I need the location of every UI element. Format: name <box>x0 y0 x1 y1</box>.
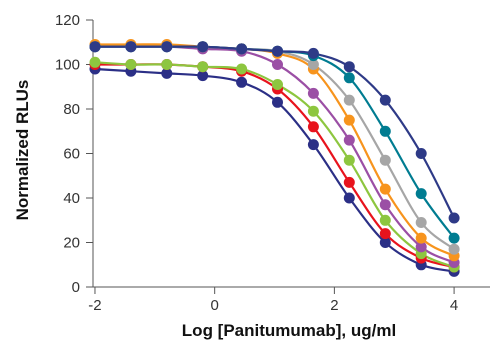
data-point <box>343 94 355 106</box>
axes: 0 20 40 60 80 100 120 -2 0 2 4 <box>55 12 490 314</box>
data-point <box>197 41 209 53</box>
data-point <box>343 176 355 188</box>
data-point <box>379 154 391 166</box>
data-point <box>307 87 319 99</box>
data-point <box>415 148 427 159</box>
data-point <box>379 94 391 106</box>
x-tick-label: -2 <box>88 297 101 314</box>
data-point <box>272 96 283 108</box>
y-tick-label: 60 <box>63 146 80 163</box>
series-curve <box>94 45 455 239</box>
data-point <box>161 67 173 79</box>
data-point <box>379 214 391 226</box>
data-point <box>161 41 173 53</box>
data-point <box>415 232 427 244</box>
data-point <box>448 212 460 224</box>
y-tick-label: 120 <box>55 12 80 29</box>
x-axis-title: Log [Panitumumab], ug/ml <box>182 321 396 340</box>
y-tick-label: 100 <box>55 57 80 74</box>
points <box>89 39 460 277</box>
data-point <box>415 217 427 228</box>
y-tick-label: 40 <box>63 190 80 207</box>
data-point <box>343 192 355 204</box>
data-point <box>343 114 355 126</box>
x-tick-label: 4 <box>450 297 458 314</box>
data-point <box>343 134 355 146</box>
data-point <box>197 61 209 73</box>
data-point <box>307 139 319 151</box>
data-point <box>307 121 319 133</box>
data-point <box>307 59 319 70</box>
y-tick-label: 0 <box>72 279 80 296</box>
data-point <box>307 105 319 117</box>
series-curve <box>94 45 455 264</box>
data-point <box>379 228 391 240</box>
y-axis-title: Normalized RLUs <box>13 80 32 221</box>
curves <box>94 43 456 273</box>
data-point <box>343 154 355 166</box>
x-tick-label: 0 <box>211 297 219 314</box>
data-point <box>448 243 460 255</box>
data-point <box>272 45 283 57</box>
data-point <box>89 56 101 68</box>
y-tick-label: 80 <box>63 101 80 118</box>
data-point <box>415 188 427 200</box>
data-point <box>236 43 248 55</box>
data-point <box>379 199 391 211</box>
data-point <box>307 47 319 59</box>
data-point <box>272 79 283 90</box>
data-point <box>125 59 137 70</box>
data-point <box>89 41 101 53</box>
data-point <box>379 237 391 248</box>
data-point <box>343 61 355 73</box>
series-curve <box>94 45 455 251</box>
x-tick-label: 2 <box>330 297 338 314</box>
data-point <box>343 72 355 84</box>
data-point <box>448 232 460 244</box>
data-point <box>236 76 248 88</box>
data-point <box>236 63 248 75</box>
data-point <box>379 125 391 137</box>
y-tick-label: 20 <box>63 235 80 252</box>
data-point <box>161 59 173 70</box>
data-point <box>379 183 391 195</box>
data-point <box>125 41 137 53</box>
data-point <box>197 70 209 82</box>
data-point <box>272 59 283 70</box>
data-point <box>415 241 427 253</box>
